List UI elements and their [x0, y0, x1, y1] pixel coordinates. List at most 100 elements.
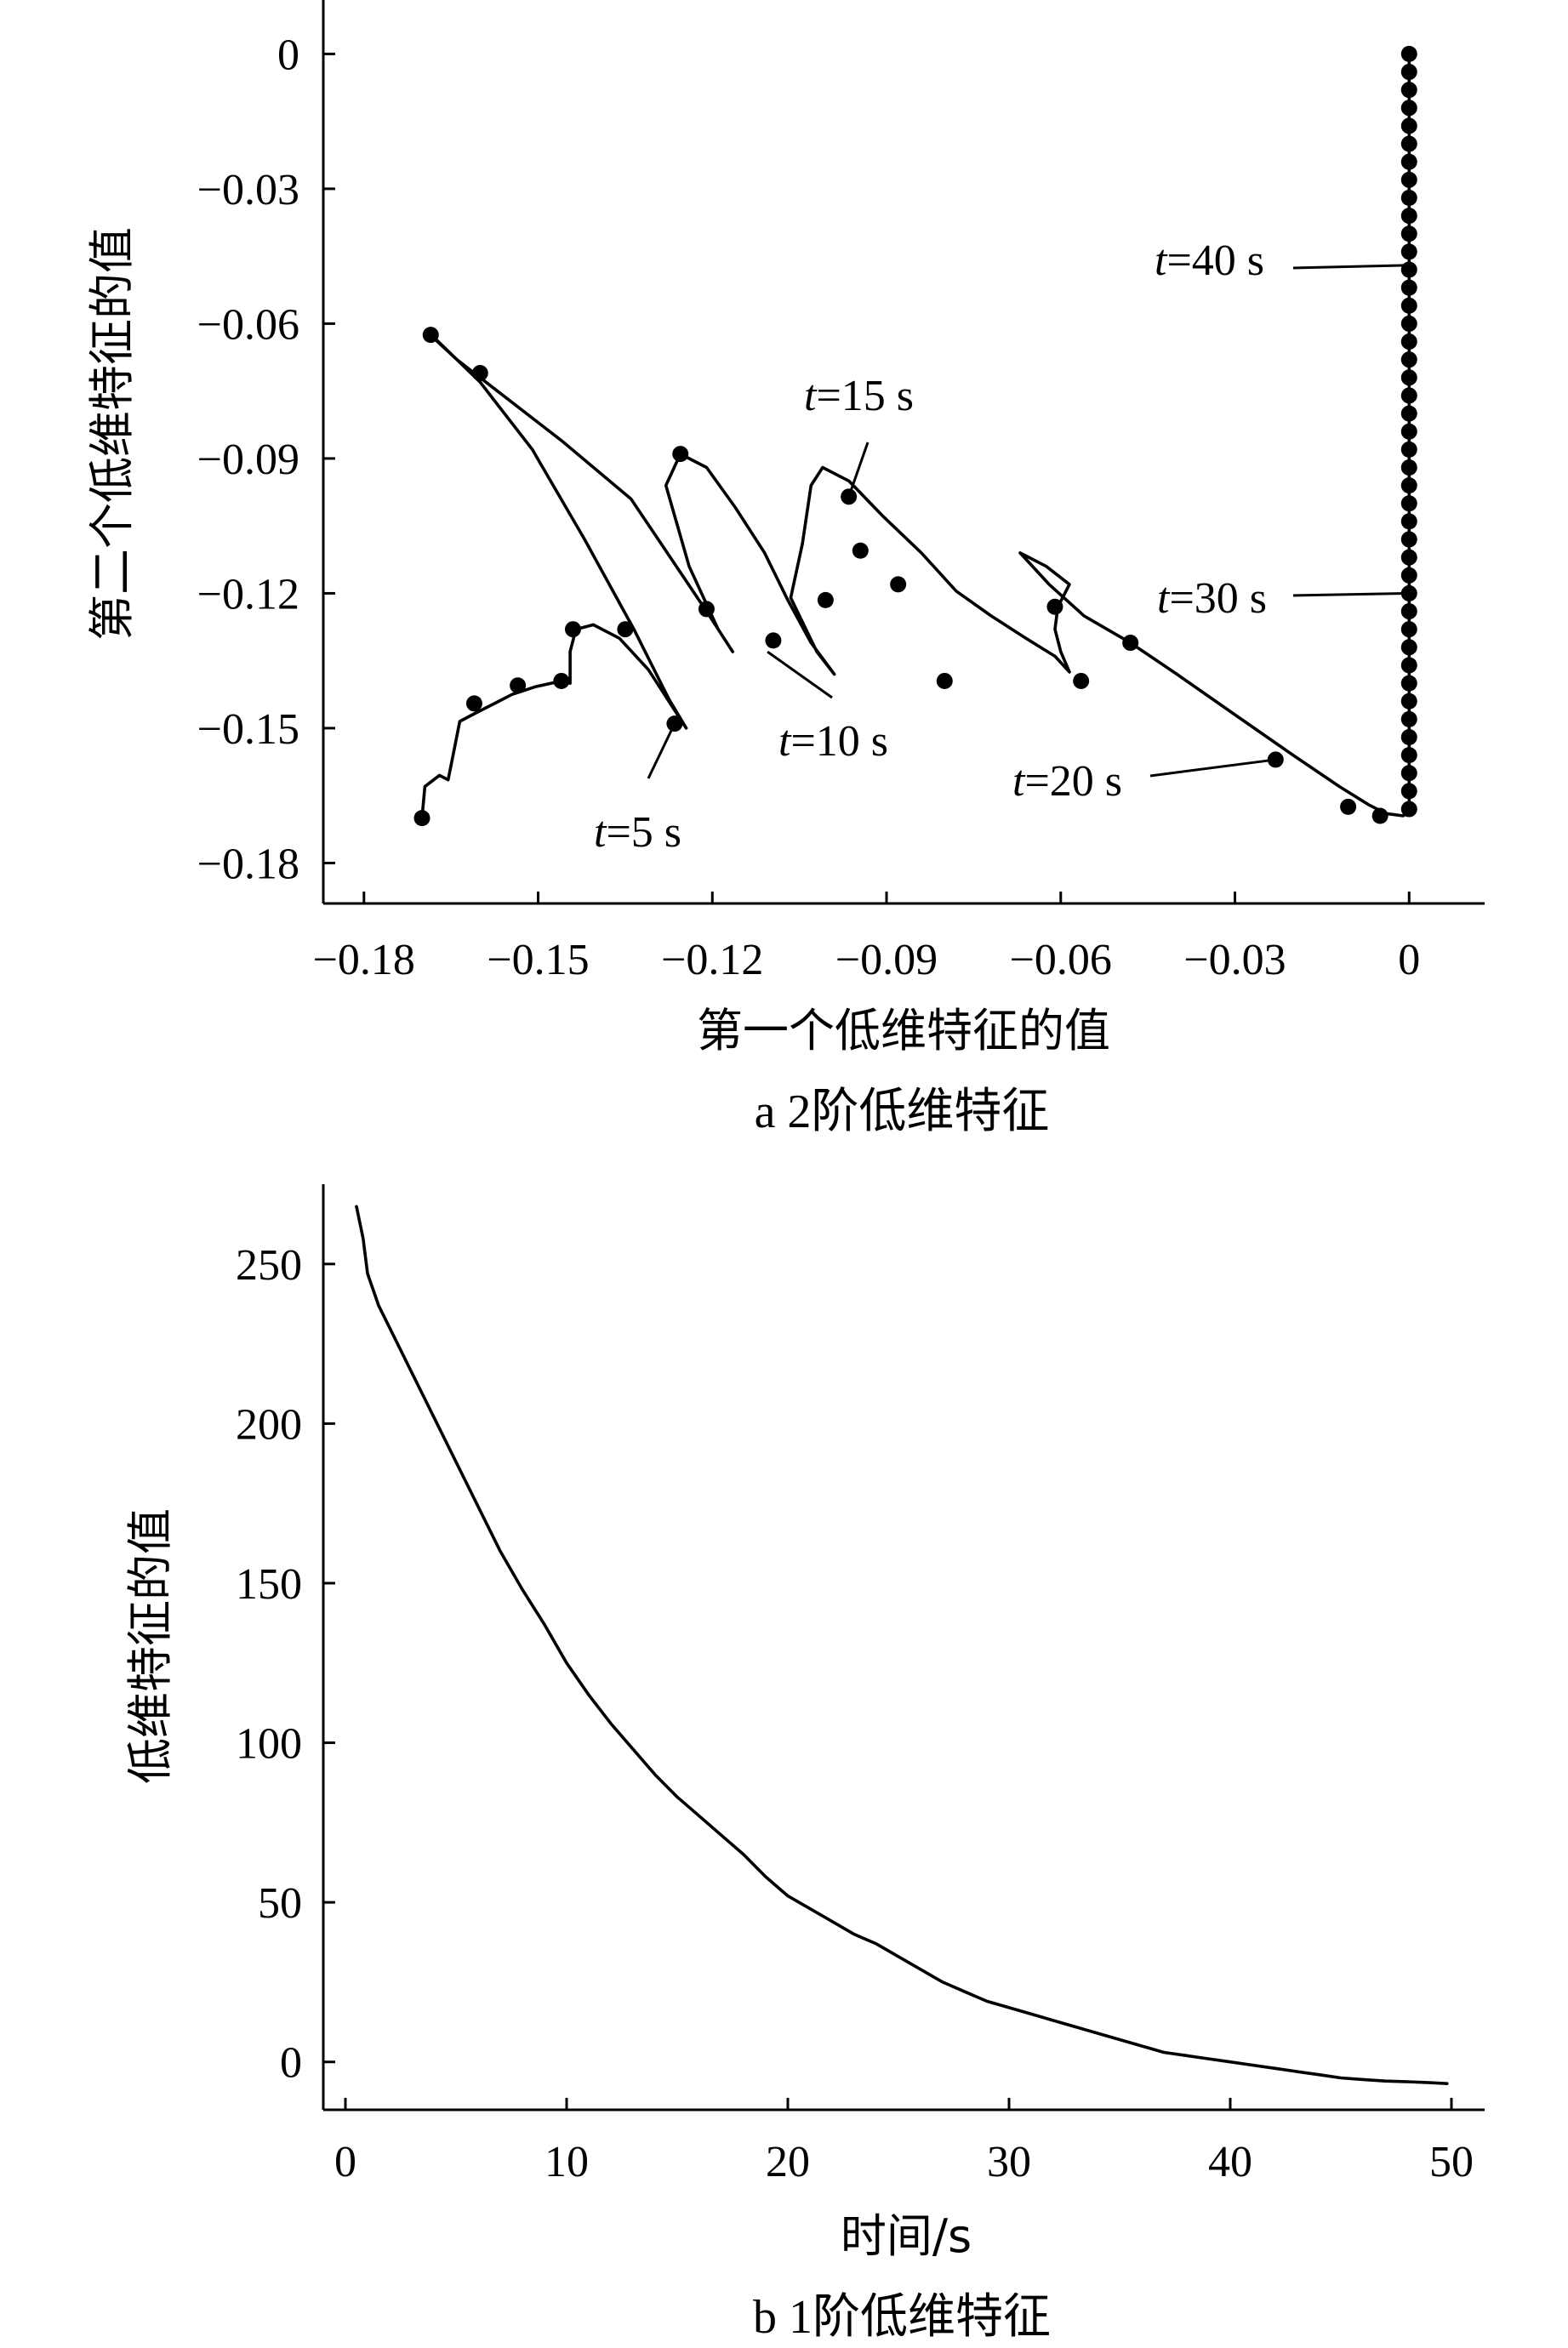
- panel-a-annotation-label: t=20 s: [1012, 757, 1122, 806]
- panel-a-marker-62: [1400, 100, 1417, 117]
- panel-b-curve-layer: [355, 1205, 1449, 2085]
- panel-a-marker-45: [1400, 405, 1417, 422]
- panel-a-marker-16: [936, 672, 953, 689]
- panel-a-marker-34: [1400, 603, 1417, 620]
- panel-a-annotation-leader: [767, 650, 833, 699]
- panel-a-y-tick-label: −0.09: [197, 436, 299, 484]
- panel-a-marker-17: [1046, 598, 1063, 615]
- panel-b-x-ticks: 0 10 20 30 40 50: [334, 2098, 1474, 2186]
- panel-a-x-tick-label: −0.03: [1183, 936, 1286, 984]
- panel-a-marker-15: [890, 576, 907, 593]
- panel-a-marker-53: [1400, 261, 1417, 278]
- panel-a-annotation-label: t=10 s: [778, 717, 888, 766]
- panel-a-marker-10: [698, 601, 715, 618]
- panel-a-marker-56: [1400, 208, 1417, 225]
- panel-b-y-tick-label: 200: [236, 1400, 302, 1449]
- panel-b-y-tick-label: 100: [236, 1720, 302, 1769]
- panel-b-x-tick-label: 30: [987, 2138, 1031, 2186]
- panel-a-marker-19: [1122, 635, 1139, 652]
- panel-a-annotation-leader: [847, 442, 870, 498]
- panel-b-x-tick-label: 50: [1429, 2138, 1474, 2186]
- panel-a-marker-8: [471, 365, 488, 382]
- panel-a-marker-61: [1400, 117, 1417, 134]
- panel-b-series-line: [355, 1205, 1449, 2085]
- panel-a-annotation-leader: [1149, 758, 1276, 778]
- panel-a-marker-59: [1400, 153, 1417, 170]
- panel-b-y-axis-title: 低维特征的值: [123, 1508, 177, 1784]
- panel-a-annotation-label: t=40 s: [1155, 237, 1264, 285]
- panel-a-marker-43: [1400, 441, 1417, 458]
- panel-a-marker-7: [422, 327, 439, 344]
- panel-a-marker-47: [1400, 369, 1417, 386]
- panel-a-marker-5: [617, 621, 634, 638]
- panel-a-y-tick-label: −0.03: [197, 166, 299, 214]
- panel-a-marker-55: [1400, 225, 1417, 242]
- panel-a-marker-39: [1400, 513, 1417, 530]
- panel-b-x-tick-label: 20: [766, 2138, 810, 2186]
- panel-a-y-tick-label: 0: [277, 31, 299, 79]
- panel-a-y-tick-label: −0.18: [197, 840, 299, 888]
- panel-a-marker-38: [1400, 531, 1417, 548]
- panel-a-marker-46: [1400, 387, 1417, 404]
- panel-a-x-axis-title: 第一个低维特征的值: [697, 1004, 1110, 1057]
- panel-a-y-tick-label: −0.06: [197, 300, 299, 349]
- panel-b-y-tick-label: 250: [236, 1241, 302, 1290]
- panel-a-x-tick-label: −0.15: [487, 936, 589, 984]
- panel-a-marker-18: [1073, 672, 1090, 689]
- panel-a-marker-58: [1400, 171, 1417, 188]
- panel-b-y-ticks: 250 200 150 100 50 0: [236, 1241, 335, 2088]
- panel-a-marker-63: [1400, 82, 1417, 99]
- panel-a-marker-60: [1400, 135, 1417, 152]
- panel-b-y-tick-label: 0: [280, 2039, 302, 2088]
- panel-a-marker-12: [817, 591, 834, 608]
- panel-a-trajectory-line: [420, 52, 1411, 820]
- panel-a-marker-27: [1400, 729, 1417, 746]
- panel-a-marker-48: [1400, 351, 1417, 368]
- panel-a-marker-22: [1371, 807, 1388, 824]
- panel-a-y-tick-label: −0.12: [197, 570, 299, 618]
- panel-a-annotation-label: t=15 s: [804, 372, 914, 420]
- panel-a-annotation-leader: [647, 723, 676, 779]
- panel-a-marker-57: [1400, 189, 1417, 206]
- panel-a-marker-41: [1400, 477, 1417, 494]
- panel-b-caption: b 1阶低维特征: [753, 2291, 1051, 2344]
- panel-a-marker-40: [1400, 495, 1417, 512]
- panel-b-x-tick-label: 10: [545, 2138, 589, 2186]
- panel-a-annotation-layer: t=5 s t=10 s t=15 s t=20 s t=30 s t=40 s: [594, 237, 1410, 857]
- panel-a-marker-4: [564, 621, 581, 638]
- panel-b-x-tick-label: 0: [334, 2138, 356, 2186]
- panel-a-y-tick-label: −0.15: [197, 705, 299, 754]
- panel-a-marker-37: [1400, 549, 1417, 566]
- panel-a-marker-26: [1400, 747, 1417, 764]
- panel-a-x-ticks: −0.18 −0.15 −0.12 −0.09 −0.06 −0.03 0: [313, 892, 1420, 984]
- panel-a-curve-layer: [420, 52, 1411, 820]
- panel-a-marker-52: [1400, 279, 1417, 296]
- panel-a-marker-24: [1400, 783, 1417, 800]
- panel-a-marker-64: [1400, 64, 1417, 81]
- panel-a-marker-0: [413, 810, 430, 827]
- panel-a-marker-25: [1400, 765, 1417, 782]
- panel-a-marker-2: [510, 677, 527, 694]
- panel-b-y-tick-label: 150: [236, 1560, 302, 1609]
- panel-a-marker-layer: [413, 45, 1417, 827]
- panel-a-marker-11: [765, 632, 782, 649]
- panel-a-marker-3: [553, 672, 570, 689]
- panel-a-annotation-leader: [1292, 591, 1410, 597]
- panel-a-marker-36: [1400, 567, 1417, 584]
- panel-b-y-tick-label: 50: [258, 1879, 302, 1928]
- panel-a-marker-23: [1400, 801, 1417, 818]
- panel-b-x-axis-title: 时间/s: [841, 2209, 972, 2263]
- panel-a-marker-42: [1400, 459, 1417, 476]
- panel-a-marker-65: [1400, 45, 1417, 62]
- panel-a-annotation-label: t=30 s: [1157, 574, 1267, 623]
- panel-a-marker-54: [1400, 243, 1417, 260]
- panel-a-marker-30: [1400, 675, 1417, 692]
- panel-a-marker-21: [1340, 798, 1357, 815]
- panel-a-marker-32: [1400, 639, 1417, 656]
- panel-a-marker-31: [1400, 657, 1417, 674]
- panel-a-y-ticks: 0 −0.03 −0.06 −0.09 −0.12 −0.15 −0.18: [197, 31, 335, 888]
- panel-a-marker-14: [852, 542, 869, 559]
- panel-b-x-tick-label: 40: [1208, 2138, 1252, 2186]
